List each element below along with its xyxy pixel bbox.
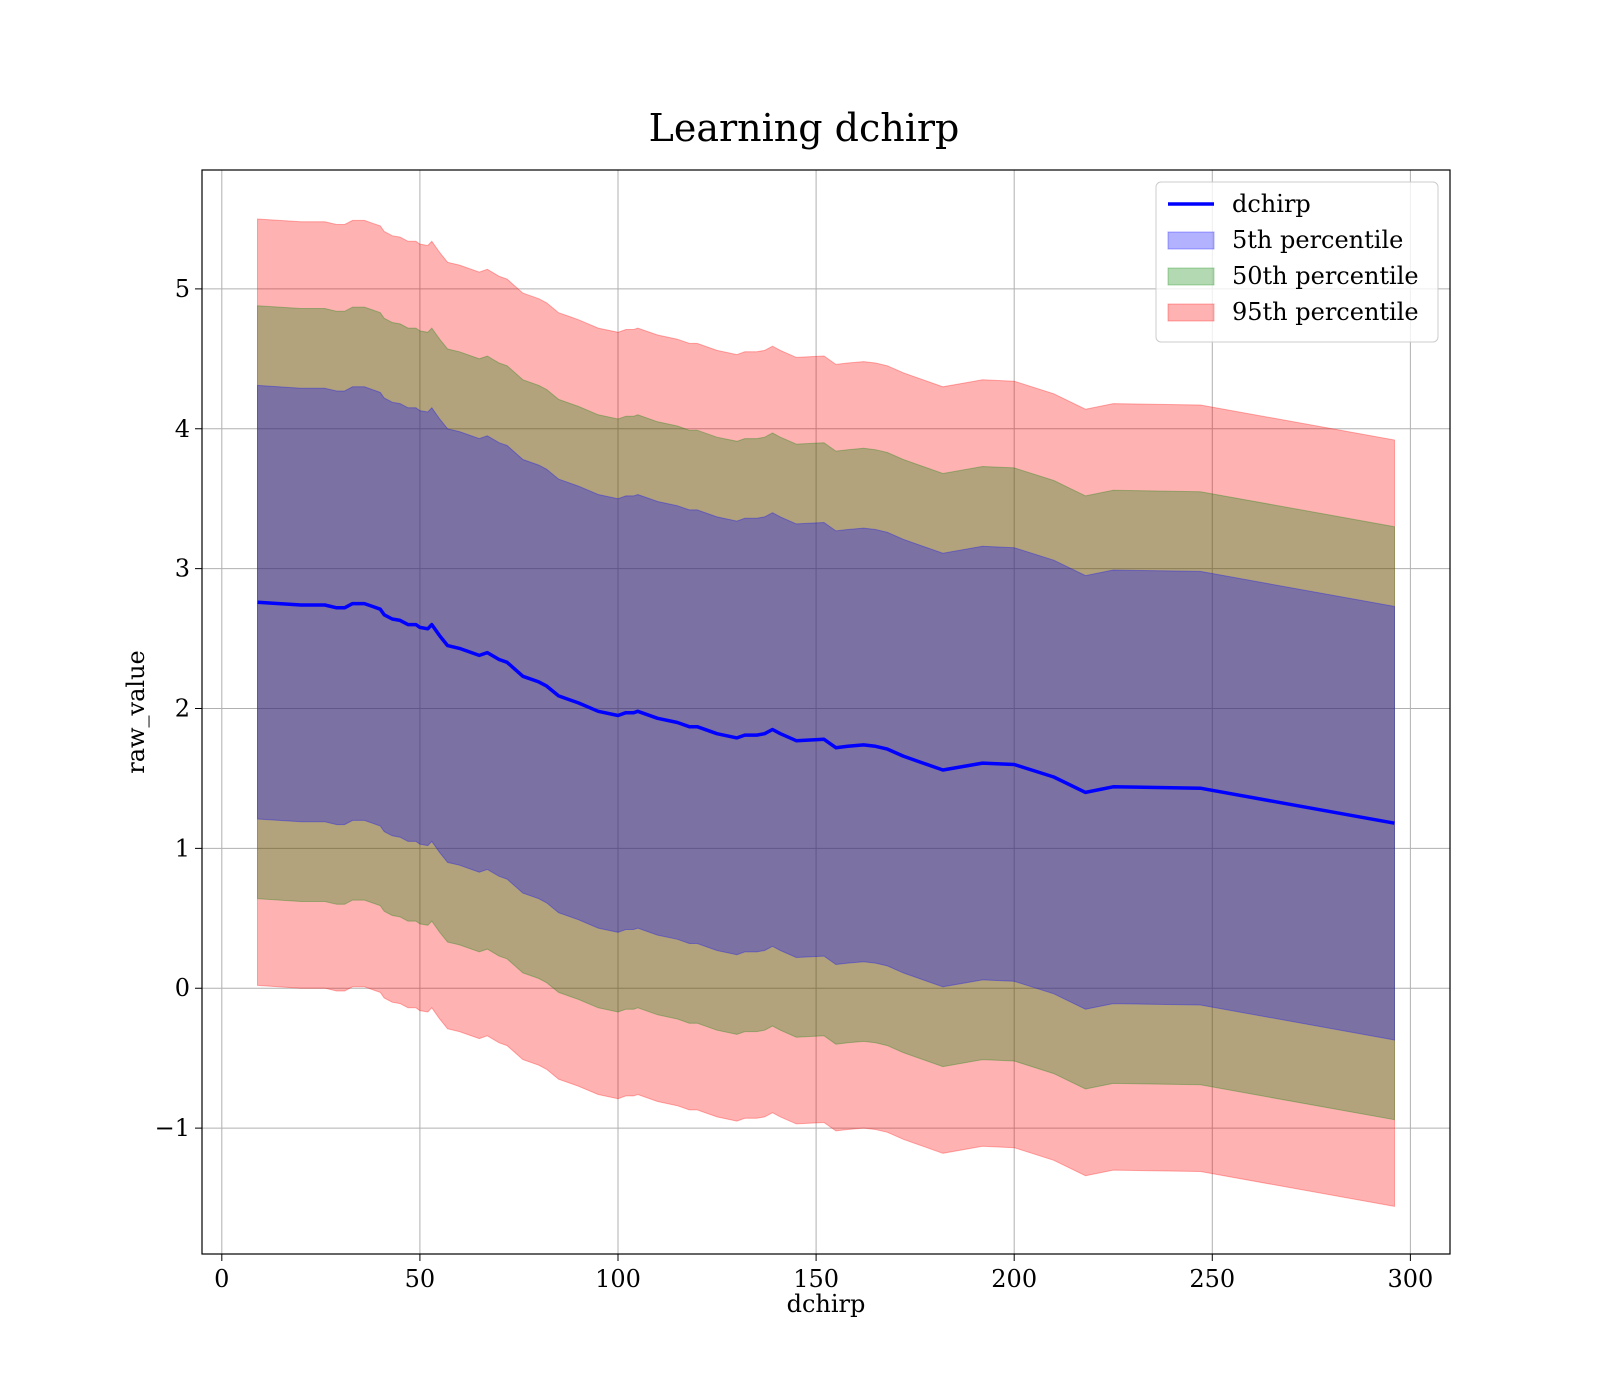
- x-tick-label: 50: [405, 1265, 436, 1293]
- legend-label-dchirp: dchirp: [1232, 190, 1311, 218]
- y-axis-label: raw_value: [122, 650, 150, 774]
- legend-label-5th-percentile: 5th percentile: [1232, 226, 1403, 254]
- x-tick-label: 100: [595, 1265, 641, 1293]
- legend-label-50th-percentile: 50th percentile: [1232, 262, 1419, 290]
- x-axis-label: dchirp: [787, 1290, 866, 1318]
- y-tick-label: 3: [175, 555, 190, 583]
- dchirp-line: [257, 600, 1395, 825]
- y-tick-label: 5: [175, 275, 190, 303]
- percentile-bands: [257, 218, 1395, 1207]
- grid: [202, 170, 1450, 1254]
- y-tick-label: 1: [175, 834, 190, 862]
- axis-ticks: 0 50 100 150 200 250 300 −1 0 1 2 3 4 5: [155, 275, 1434, 1293]
- chart-title: Learning dchirp: [649, 106, 960, 150]
- y-tick-label: 2: [175, 695, 190, 723]
- band-50th-percentile: [257, 305, 1395, 1121]
- band-5th-percentile: [257, 384, 1395, 1041]
- y-tick-label: 0: [175, 974, 190, 1002]
- legend-swatch-50th-percentile: [1167, 267, 1215, 286]
- x-tick-label: 150: [793, 1265, 839, 1293]
- x-tick-label: 300: [1387, 1265, 1433, 1293]
- y-tick-label: 4: [175, 415, 190, 443]
- legend-label-95th-percentile: 95th percentile: [1232, 298, 1419, 326]
- dchirp-line-layer: [257, 600, 1395, 825]
- x-tick-label: 250: [1189, 1265, 1235, 1293]
- legend-box: [1155, 181, 1439, 343]
- band-95th-percentile: [257, 218, 1395, 1207]
- plot-frame: [201, 169, 1451, 1255]
- legend-swatch-5th-percentile: [1167, 231, 1215, 250]
- x-tick-label: 200: [991, 1265, 1037, 1293]
- legend: dchirp 5th percentile 50th percentile 95th …: [1155, 181, 1439, 343]
- x-tick-label: 0: [214, 1265, 229, 1293]
- legend-swatch-95th-percentile: [1167, 303, 1215, 322]
- y-tick-label: −1: [155, 1114, 190, 1142]
